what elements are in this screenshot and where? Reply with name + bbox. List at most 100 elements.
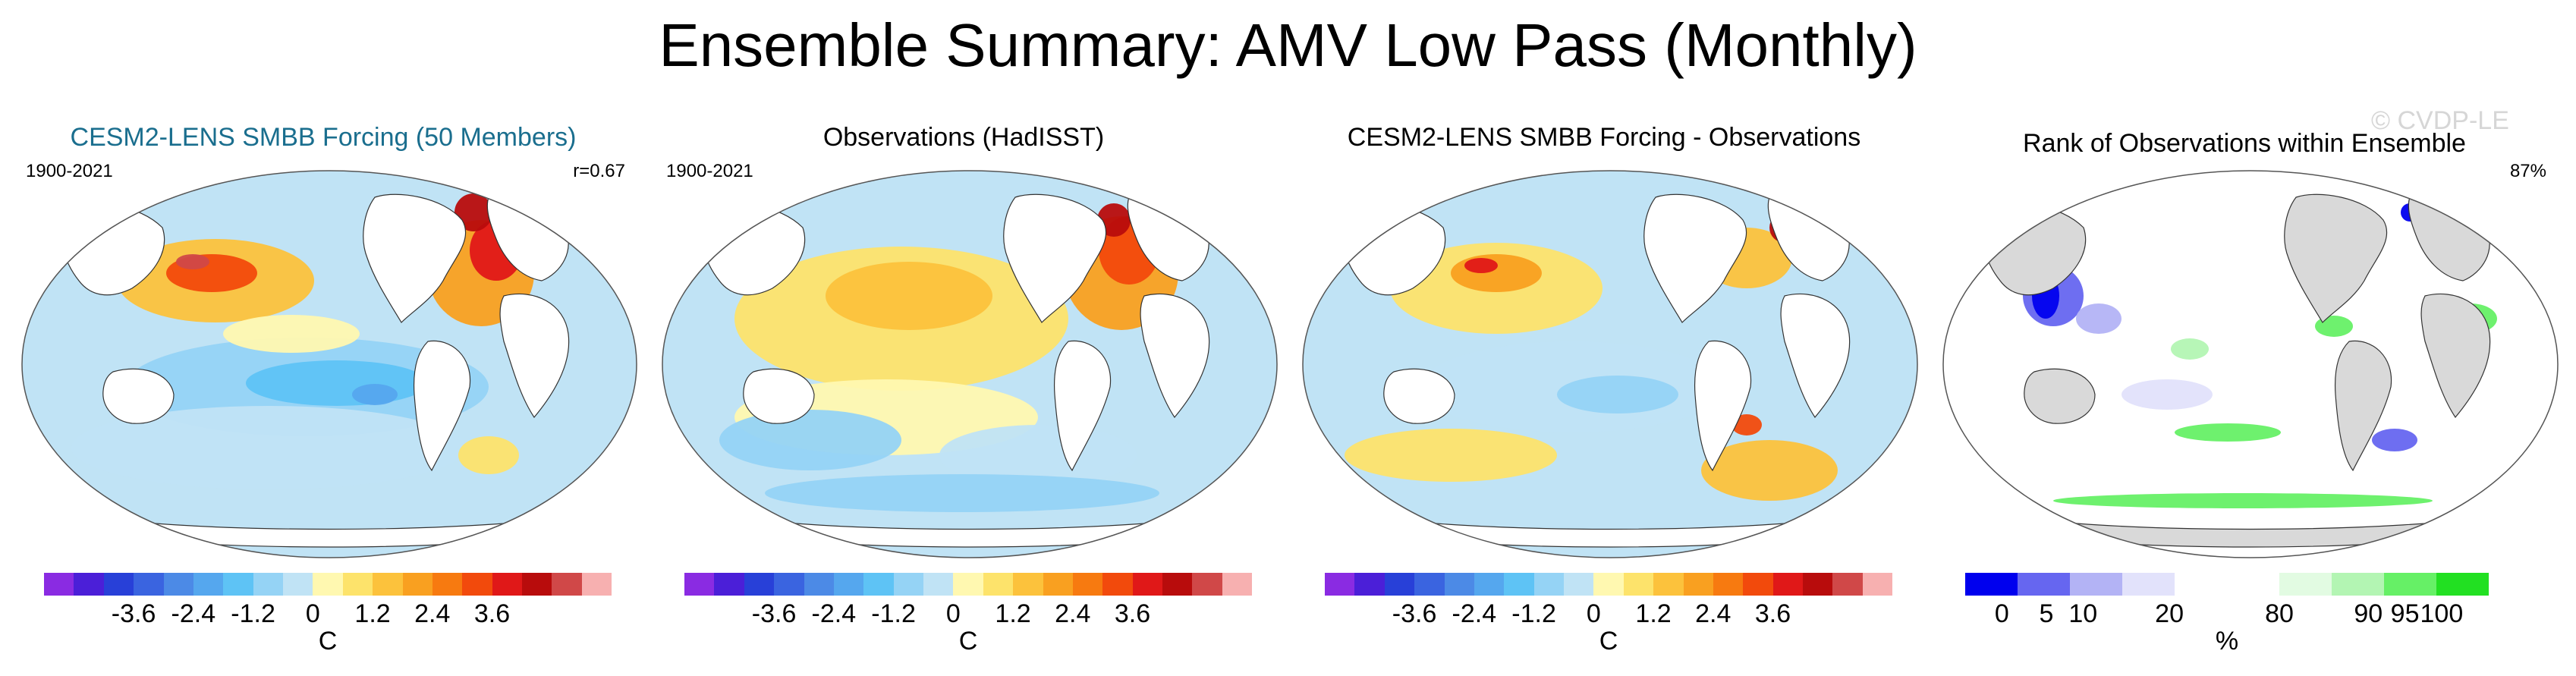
colorbar-tick-label: 10 xyxy=(2068,599,2098,628)
colorbar-tick-label: 3.6 xyxy=(473,599,511,628)
colorbar-tick-label: 95 xyxy=(2390,599,2420,628)
colorbar-tick-label: 1.2 xyxy=(354,599,391,628)
colorbar-swatch xyxy=(923,573,954,596)
colorbar-swatch xyxy=(44,573,74,596)
colorbar-swatch xyxy=(313,573,343,596)
panel-title: CESM2-LENS SMBB Forcing - Observations xyxy=(1347,123,1861,152)
field-contour xyxy=(1345,429,1557,482)
field-contour xyxy=(1451,254,1542,292)
field-contour xyxy=(1557,376,1678,413)
colorbar-swatch xyxy=(163,573,193,596)
panel-difference: CESM2-LENS SMBB Forcing - Observations xyxy=(1293,121,1918,558)
land-mass xyxy=(1053,340,1112,472)
colorbar-swatch xyxy=(893,573,923,596)
field-contour xyxy=(246,360,428,406)
colorbar-swatch xyxy=(1713,573,1744,596)
field-contour xyxy=(2175,423,2281,442)
colorbar-tick-label: 2.4 xyxy=(414,599,451,628)
colorbar-swatch xyxy=(1444,573,1474,596)
land-mass xyxy=(1643,193,1747,323)
colorbar-swatch xyxy=(2227,573,2279,596)
colorbar-swatch xyxy=(1832,573,1863,596)
colorbar-swatch xyxy=(2018,573,2070,596)
land-mass xyxy=(743,368,815,424)
colorbar-model xyxy=(44,573,612,596)
colorbar-swatch xyxy=(1162,573,1193,596)
colorbar-swatch xyxy=(1222,573,1253,596)
map-rank xyxy=(1939,167,2562,565)
land-mass xyxy=(1003,193,1107,323)
colorbar-swatch xyxy=(402,573,432,596)
map-model xyxy=(18,167,640,565)
colorbar-swatch xyxy=(1623,573,1654,596)
colorbar-swatch xyxy=(1653,573,1684,596)
map-border xyxy=(21,170,637,558)
colorbar-swatch xyxy=(2175,573,2227,596)
field-contour xyxy=(2076,303,2122,334)
colorbar-swatch xyxy=(1354,573,1385,596)
land-mass xyxy=(499,293,570,419)
field-contour xyxy=(454,193,492,231)
colorbar-swatch xyxy=(714,573,744,596)
colorbar-swatch xyxy=(342,573,373,596)
field-contour xyxy=(458,436,519,474)
colorbar-swatch xyxy=(522,573,552,596)
colorbar-tick-label: 80 xyxy=(2265,599,2294,628)
colorbar-swatch xyxy=(2436,573,2489,596)
land-mass xyxy=(2284,193,2388,323)
colorbar-rank xyxy=(1965,573,2489,596)
period-label: 1900-2021 xyxy=(666,161,753,181)
correlation-label: r=0.67 xyxy=(573,161,625,181)
field-contour xyxy=(71,406,466,489)
colorbar-swatch xyxy=(134,573,164,596)
colorbar-swatch xyxy=(1772,573,1803,596)
colorbar-swatch xyxy=(1043,573,1073,596)
colorbar-swatch xyxy=(103,573,134,596)
colorbar-swatch xyxy=(581,573,612,596)
colorbar-swatch xyxy=(2332,573,2384,596)
field-contour xyxy=(1464,258,1498,273)
map-border xyxy=(1942,170,2559,558)
field-contour xyxy=(765,474,1159,512)
colorbar-tick-label: 3.6 xyxy=(1114,599,1151,628)
figure-title: Ensemble Summary: AMV Low Pass (Monthly) xyxy=(659,11,1917,79)
colorbar-tick-label: 0 xyxy=(1994,599,2009,628)
field-contour xyxy=(352,384,398,405)
colorbar-tick-label: 0 xyxy=(945,599,961,628)
map-field xyxy=(1943,171,2558,558)
colorbar-tick-label: 2.4 xyxy=(1055,599,1091,628)
colorbar-swatch xyxy=(1564,573,1594,596)
colorbar-tick-label: -3.6 xyxy=(1392,599,1437,628)
watermark: © CVDP-LE xyxy=(2371,106,2509,135)
panel-rank: Rank of Observations within Ensemble 87% xyxy=(1933,121,2559,558)
colorbar-swatch xyxy=(1013,573,1043,596)
colorbar-tick-label: 3.6 xyxy=(1754,599,1791,628)
panel-title: Rank of Observations within Ensemble xyxy=(2023,129,2466,158)
colorbar-swatch xyxy=(1862,573,1893,596)
colorbar-swatch xyxy=(2279,573,2332,596)
colorbar-tick-label: -2.4 xyxy=(811,599,857,628)
colorbar-swatch xyxy=(223,573,253,596)
colorbar-swatch xyxy=(1474,573,1505,596)
colorbar-swatch xyxy=(744,573,775,596)
land-mass xyxy=(1383,368,1455,424)
land-mass xyxy=(413,340,471,472)
colorbar-swatch xyxy=(2122,573,2175,596)
colorbar-swatch xyxy=(432,573,463,596)
colorbar-unit-label: C xyxy=(1599,627,1618,656)
colorbar-unit-label: C xyxy=(958,627,978,656)
colorbar-swatch xyxy=(462,573,492,596)
colorbar-tick-label: 2.4 xyxy=(1695,599,1731,628)
map-observations xyxy=(659,167,1281,565)
colorbar-swatch xyxy=(1072,573,1103,596)
colorbar-tick-label: -1.2 xyxy=(231,599,275,628)
colorbar-swatch xyxy=(684,573,715,596)
colorbar-tick-label: -2.4 xyxy=(171,599,216,628)
colorbar-unit-label: C xyxy=(318,627,338,656)
map-field xyxy=(662,171,1277,558)
field-contour xyxy=(1701,440,1838,501)
colorbar-swatch xyxy=(193,573,224,596)
colorbar-swatch xyxy=(74,573,104,596)
colorbar-swatch xyxy=(492,573,522,596)
map-border xyxy=(1302,170,1918,558)
